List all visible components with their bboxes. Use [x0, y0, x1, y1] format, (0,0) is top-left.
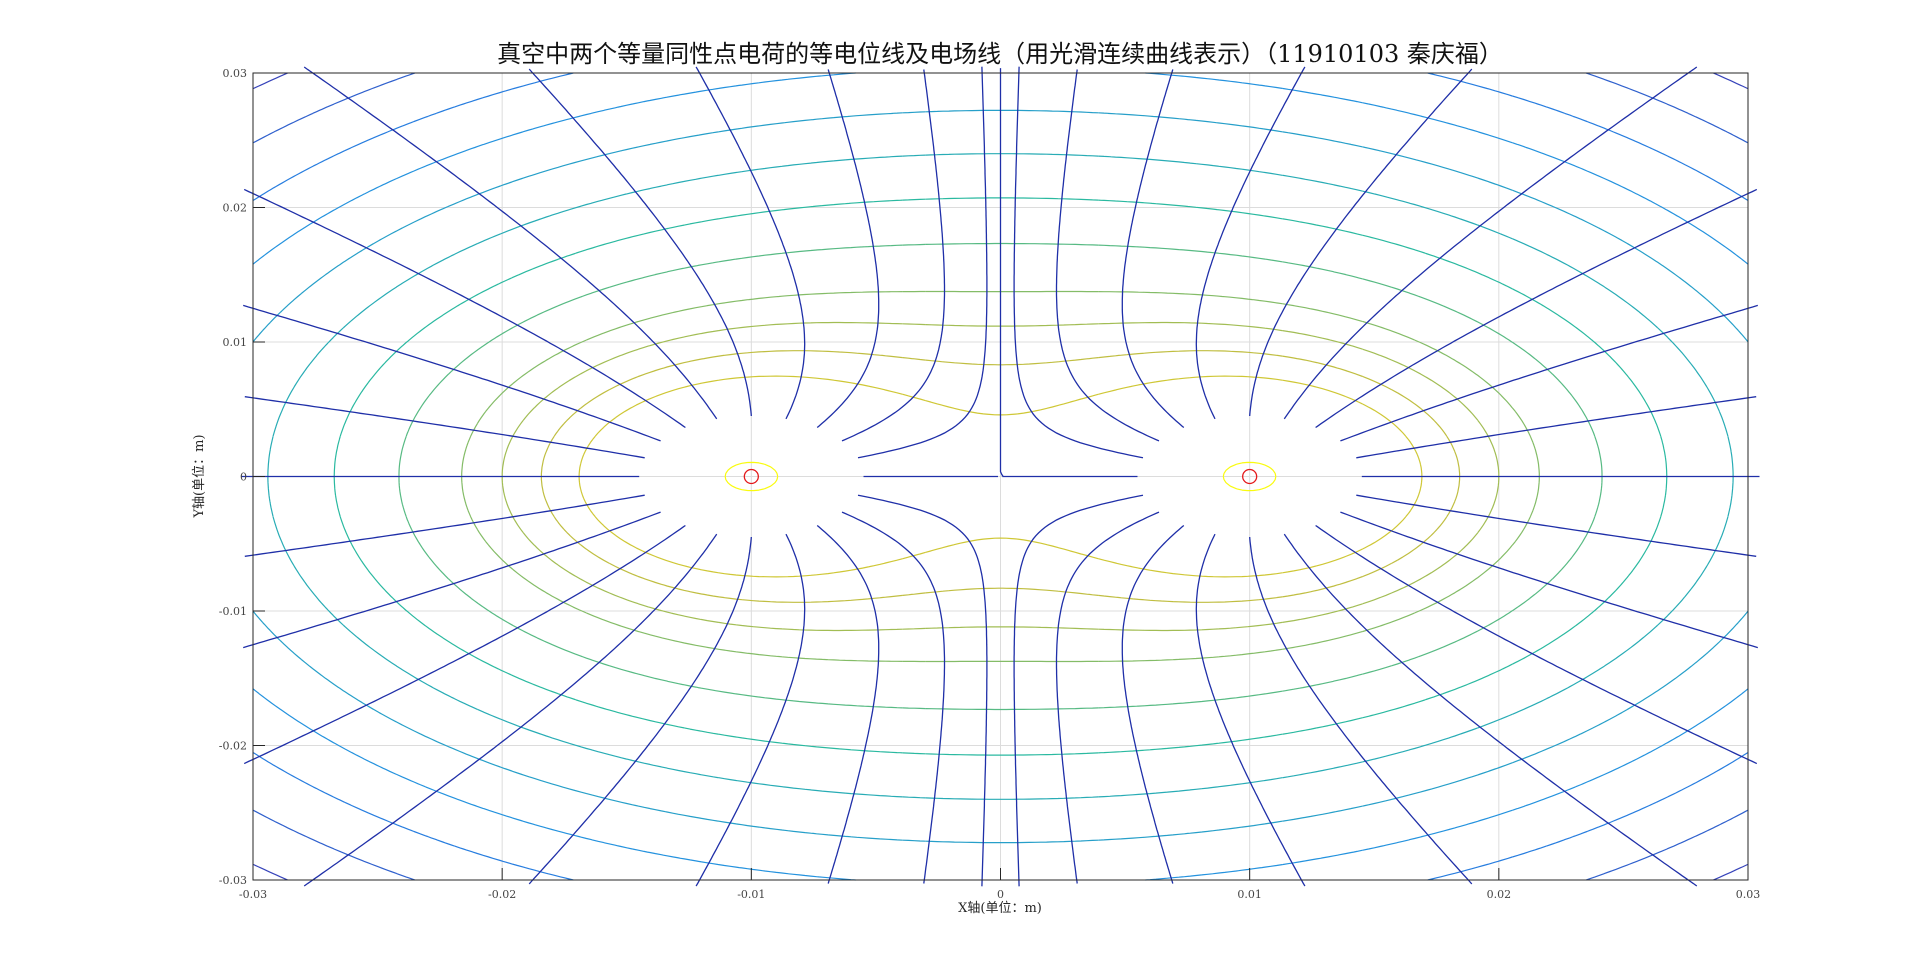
- field-line: [857, 66, 988, 459]
- equipotential-line: [252, 72, 1749, 881]
- equipotential-line: [333, 197, 1668, 756]
- charge-marker: [1242, 468, 1258, 485]
- equipotential-line: [398, 242, 1603, 711]
- field-line: [1283, 66, 1698, 420]
- y-tick-label: 0.01: [223, 336, 248, 349]
- field-line: [841, 69, 946, 442]
- field-line: [1195, 533, 1306, 887]
- field-line: [244, 396, 645, 459]
- x-tick-label: 0.03: [1736, 888, 1761, 901]
- field-line: [857, 494, 988, 887]
- equipotential-line: [540, 350, 1461, 603]
- x-tick-label: -0.02: [488, 888, 516, 901]
- equipotential-line: [724, 461, 1277, 492]
- electric-field-lines: [241, 66, 1760, 887]
- field-line: [243, 188, 686, 429]
- chart-title: 真空中两个等量同性点电荷的等电位线及电场线（用光滑连续曲线表示）（1191010…: [497, 40, 1503, 68]
- x-tick-label: 0: [997, 888, 1004, 901]
- y-tick-label: 0.02: [223, 202, 248, 215]
- field-line: [528, 536, 752, 885]
- x-axis-ticks: -0.03 -0.02 -0.01 0 0.01 0.02 0.03: [239, 868, 1760, 901]
- equipotential-line: [252, 72, 1749, 881]
- field-line: [695, 533, 806, 887]
- equipotential-line: [252, 72, 1749, 881]
- field-line: [1013, 66, 1144, 459]
- equipotential-line: [252, 72, 1749, 881]
- y-tick-label: -0.01: [219, 605, 247, 618]
- field-line: [816, 69, 880, 429]
- field-line: [1249, 68, 1473, 417]
- field-line: [1340, 511, 1758, 649]
- x-tick-label: 0.02: [1487, 888, 1512, 901]
- field-line: [999, 68, 1138, 478]
- field-line: [1356, 396, 1757, 459]
- equipotential-line: [267, 153, 1734, 800]
- y-tick-label: 0.03: [223, 67, 248, 80]
- field-line: [303, 66, 718, 420]
- field-line: [243, 511, 661, 649]
- field-line: [841, 511, 946, 884]
- y-tick-label: -0.03: [219, 874, 247, 887]
- field-line: [1315, 524, 1758, 765]
- field-line: [1121, 524, 1185, 884]
- field-line: [1013, 494, 1144, 887]
- field-line: [1055, 511, 1160, 884]
- y-tick-label: -0.02: [219, 740, 247, 753]
- x-tick-label: -0.01: [737, 888, 765, 901]
- field-line: [1340, 304, 1758, 442]
- field-line: [1249, 536, 1473, 885]
- charge-marker: [743, 468, 759, 485]
- field-line: [695, 66, 806, 420]
- y-tick-label: 0: [240, 471, 247, 484]
- x-tick-label: 0.01: [1237, 888, 1262, 901]
- equipotential-line: [578, 375, 1423, 578]
- point-charges: [743, 468, 1258, 485]
- field-line: [1055, 69, 1160, 442]
- field-line: [528, 68, 752, 417]
- field-line: [244, 494, 645, 557]
- field-line: [1121, 69, 1185, 429]
- field-line: [1315, 188, 1758, 429]
- x-tick-label: -0.03: [239, 888, 267, 901]
- field-line: [243, 304, 661, 442]
- equipotential-line: [461, 290, 1540, 663]
- y-axis-ticks: -0.03 -0.02 -0.01 0 0.01 0.02 0.03: [219, 67, 265, 887]
- equipotential-lines: [252, 72, 1749, 881]
- x-axis-label: X轴(单位：m): [958, 901, 1042, 916]
- y-axis-label: Y轴(单位：m): [192, 434, 207, 518]
- field-line: [1356, 494, 1757, 557]
- equipotential-line: [252, 109, 1749, 844]
- field-line: [1195, 66, 1306, 420]
- equipotential-line: [501, 321, 1500, 632]
- field-line: [243, 524, 686, 765]
- field-line: [816, 524, 880, 884]
- field-line: [303, 533, 718, 887]
- field-line: [1283, 533, 1698, 887]
